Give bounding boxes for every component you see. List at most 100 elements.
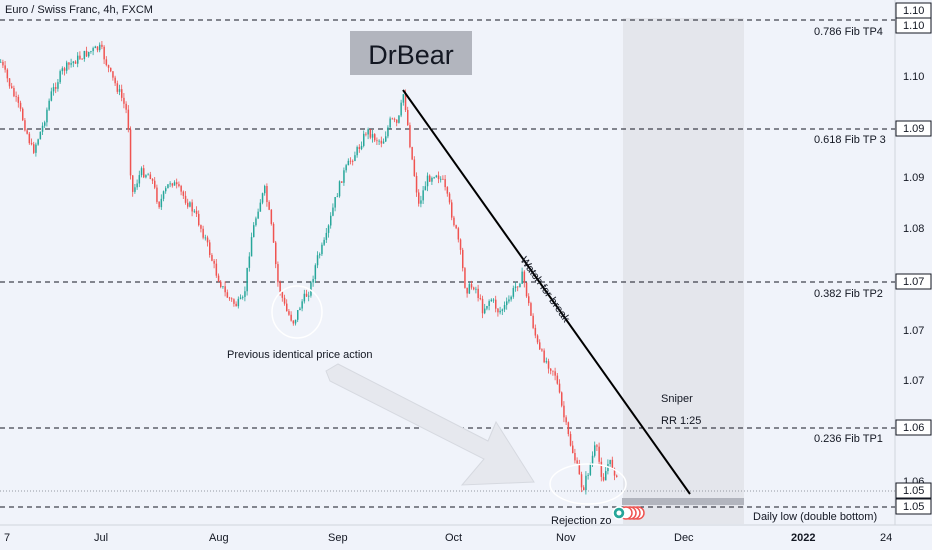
candle-body-103 — [226, 292, 229, 298]
candle-body-267 — [587, 474, 589, 476]
candle-body-96 — [211, 254, 213, 261]
candle-body-142 — [312, 279, 314, 283]
candle-body-122 — [268, 202, 270, 210]
candle-body-251 — [552, 370, 554, 372]
candle-body-82 — [180, 186, 182, 192]
candle-body-202 — [444, 179, 446, 188]
candle-body-2 — [4, 65, 6, 70]
candle-body-127 — [279, 282, 281, 292]
candle-body-8 — [17, 96, 20, 103]
candle-body-52 — [114, 77, 116, 84]
y-tick-2: 1.08 — [903, 223, 924, 235]
candle-body-261 — [574, 453, 576, 461]
candle-body-252 — [554, 371, 556, 376]
candle-body-242 — [532, 315, 534, 328]
candle-body-25 — [55, 87, 57, 89]
candle-body-17 — [37, 139, 39, 145]
candle-body-81 — [178, 184, 180, 187]
candle-body-26 — [57, 82, 59, 89]
candle-body-0 — [0, 61, 2, 63]
candle-body-9 — [19, 102, 22, 109]
candle-body-125 — [275, 242, 277, 265]
candle-body-123 — [270, 209, 273, 224]
candle-body-126 — [277, 264, 279, 283]
candle-body-105 — [231, 298, 233, 300]
candle-body-149 — [327, 225, 330, 233]
candle-body-84 — [184, 195, 187, 203]
price-tag-4-text: 1.06 — [903, 422, 924, 434]
x-tick-4: Oct — [445, 532, 462, 544]
candle-body-253 — [556, 375, 559, 384]
candle-body-273 — [600, 461, 603, 477]
candle-body-150 — [330, 215, 332, 226]
candle-body-214 — [470, 284, 473, 288]
candle-body-40 — [88, 51, 90, 57]
candle-body-229 — [503, 305, 506, 310]
level-label-tp4: 0.786 Fib TP4 — [814, 26, 883, 38]
candle-body-38 — [83, 50, 86, 60]
x-tick-5: Nov — [556, 532, 576, 544]
candle-body-98 — [215, 263, 218, 276]
candle-body-226 — [497, 308, 499, 313]
candle-body-154 — [338, 181, 341, 197]
candle-body-39 — [85, 50, 88, 57]
candle-body-175 — [385, 136, 387, 142]
candle-body-151 — [332, 207, 334, 216]
candle-body-196 — [431, 177, 433, 182]
candle-body-75 — [165, 188, 167, 192]
candle-body-212 — [466, 287, 468, 294]
candle-body-204 — [448, 193, 451, 203]
candle-body-194 — [426, 175, 429, 187]
candle-body-77 — [169, 183, 171, 185]
candle-body-176 — [387, 127, 389, 137]
candle-body-262 — [576, 460, 578, 464]
candle-body-141 — [310, 282, 312, 296]
candle-body-207 — [455, 225, 457, 229]
candle-body-58 — [127, 109, 130, 130]
x-tick-6: Dec — [674, 532, 694, 544]
candle-body-172 — [378, 140, 380, 142]
candle-body-70 — [154, 180, 156, 188]
candle-body-157 — [345, 165, 347, 171]
candle-body-264 — [580, 474, 583, 488]
candle-body-201 — [442, 178, 444, 180]
candle-body-108 — [237, 298, 240, 307]
candle-body-83 — [182, 191, 185, 196]
candle-body-222 — [488, 301, 490, 306]
candle-body-277 — [609, 459, 611, 465]
candle-body-181 — [398, 115, 400, 123]
price-tag-5: 1.05 — [895, 482, 932, 499]
candle-body-148 — [325, 232, 328, 240]
candle-body-171 — [376, 140, 378, 142]
candle-body-193 — [424, 186, 427, 191]
price-tag-3-text: 1.07 — [903, 276, 924, 288]
candle-body-200 — [440, 178, 442, 180]
x-tick-3: Sep — [328, 532, 348, 544]
candle-body-27 — [59, 71, 61, 83]
candle-body-80 — [176, 182, 178, 185]
candle-body-259 — [569, 434, 572, 446]
x-tick-7: 2022 — [791, 532, 815, 544]
candles — [0, 41, 618, 495]
sniper-label: Sniper — [661, 393, 693, 405]
candle-body-187 — [411, 147, 413, 160]
candle-body-160 — [352, 160, 354, 162]
candle-body-244 — [536, 335, 539, 343]
candle-body-188 — [413, 159, 416, 176]
candle-body-118 — [259, 202, 262, 212]
candle-body-62 — [136, 183, 138, 188]
event-markers[interactable] — [612, 506, 645, 520]
chart-title: Euro / Swiss Franc, 4h, FXCM — [5, 4, 153, 16]
rejection-label: Rejection zo — [551, 515, 612, 527]
candle-body-240 — [528, 296, 530, 304]
candle-body-223 — [490, 299, 493, 302]
candle-body-221 — [486, 305, 488, 309]
candle-body-239 — [525, 282, 528, 297]
candle-body-21 — [46, 109, 48, 123]
candle-body-162 — [356, 147, 358, 156]
candle-body-136 — [299, 308, 301, 311]
candle-body-258 — [567, 422, 570, 435]
candle-body-10 — [22, 108, 24, 121]
candle-body-74 — [162, 191, 165, 199]
candle-body-241 — [530, 303, 532, 316]
